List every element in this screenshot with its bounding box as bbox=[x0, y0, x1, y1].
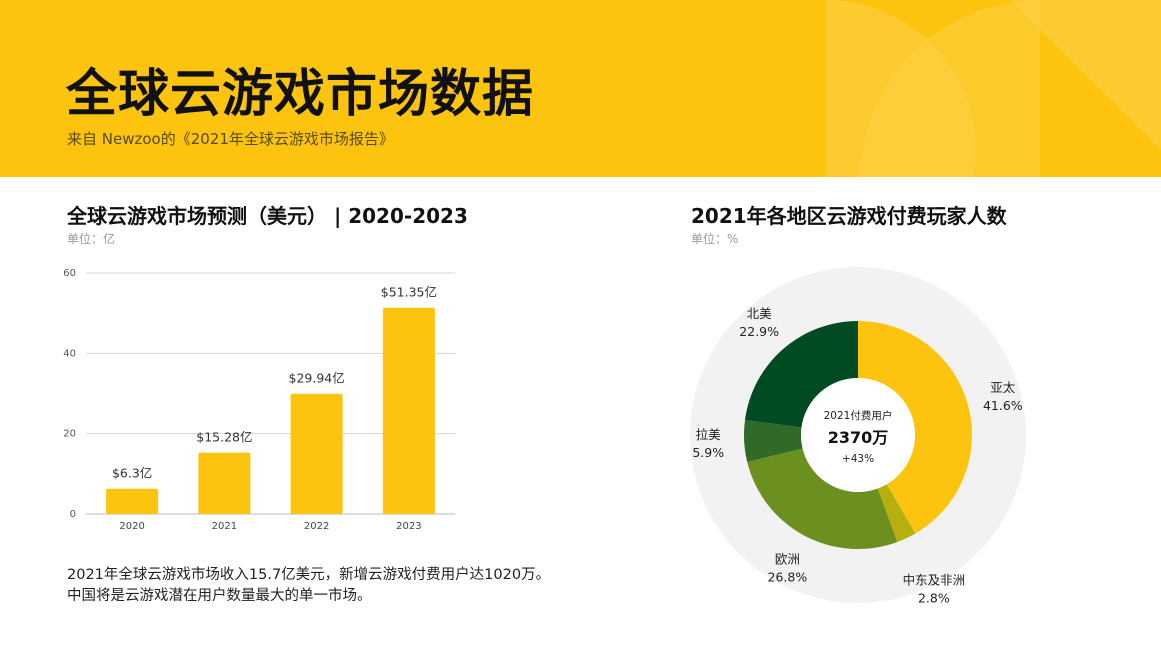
donut-center-value: 2370万 bbox=[828, 428, 889, 447]
y-tick-label: 0 bbox=[70, 509, 76, 520]
slice-value-label: 22.9% bbox=[739, 324, 779, 339]
donut-center-label: 2021付费用户 bbox=[824, 409, 893, 422]
slice-name-label: 中东及非洲 bbox=[903, 573, 966, 588]
caption-line-2: 中国将是云游戏潜在用户数量最大的单一市场。 bbox=[67, 588, 372, 604]
donut-slice bbox=[744, 321, 858, 428]
deco-half-circle bbox=[826, 0, 976, 177]
deco-quarter-circle bbox=[860, 0, 1040, 177]
decorative-shapes bbox=[826, 0, 1161, 177]
page-subtitle: 来自 Newzoo的《2021年全球云游戏市场报告》 bbox=[67, 130, 394, 148]
slice-value-label: 41.6% bbox=[983, 398, 1023, 413]
donut-slice bbox=[877, 484, 916, 543]
slice-name-label: 亚太 bbox=[990, 380, 1016, 395]
slice-value-label: 26.8% bbox=[768, 569, 808, 584]
donut-chart-title: 2021年各地区云游戏付费玩家人数 bbox=[691, 204, 1007, 228]
slice-name-label: 北美 bbox=[747, 306, 772, 321]
caption-line-1: 2021年全球云游戏市场收入15.7亿美元，新增云游戏付费用户达1020万。 bbox=[67, 567, 551, 583]
bar-data-label: $6.3亿 bbox=[112, 466, 152, 481]
x-tick-label: 2023 bbox=[396, 521, 421, 532]
x-tick-label: 2020 bbox=[119, 521, 144, 532]
bar-chart: 0 20 40 60 $6.3亿 2020 $15.28亿 2021 $29.94亿 2022 $5… bbox=[63, 268, 455, 532]
slice-value-label: 2.8% bbox=[918, 591, 950, 606]
y-tick-label: 20 bbox=[63, 429, 76, 440]
donut-slice bbox=[744, 420, 803, 462]
donut-chart-unit: 单位：% bbox=[691, 232, 739, 246]
bar-chart-unit: 单位：亿 bbox=[67, 232, 116, 246]
deco-diagonal bbox=[1010, 0, 1161, 150]
bar-chart-title: 全球云游戏市场预测（美元） | 2020-2023 bbox=[67, 204, 468, 228]
bar bbox=[382, 307, 435, 514]
y-tick-label: 40 bbox=[63, 348, 76, 359]
header-banner: 全球云游戏市场数据 来自 Newzoo的《2021年全球云游戏市场报告》 bbox=[0, 0, 1161, 177]
bar-data-label: $51.35亿 bbox=[381, 285, 437, 300]
y-tick-label: 60 bbox=[63, 268, 76, 279]
bar bbox=[198, 452, 251, 514]
donut-hole bbox=[801, 378, 915, 492]
slice-name-label: 拉美 bbox=[696, 427, 721, 442]
donut-slice bbox=[858, 321, 973, 534]
slice-name-label: 欧洲 bbox=[775, 551, 800, 566]
page-title: 全球云游戏市场数据 bbox=[66, 65, 535, 124]
summary-caption: 2021年全球云游戏市场收入15.7亿美元，新增云游戏付费用户达1020万。 中… bbox=[67, 565, 550, 607]
slice-value-label: 5.9% bbox=[692, 445, 724, 460]
x-tick-label: 2021 bbox=[212, 521, 237, 532]
donut-slice bbox=[747, 448, 898, 549]
donut-chart: 亚太 41.6% 中东及非洲 2.8% 欧洲 26.8% 拉美 5.9% 北美 22.9% 2021… bbox=[690, 267, 1026, 606]
bar bbox=[290, 393, 343, 514]
bar bbox=[106, 488, 159, 514]
bar-data-label: $15.28亿 bbox=[196, 430, 252, 445]
donut-center-change: +43% bbox=[842, 453, 874, 465]
bar-data-label: $29.94亿 bbox=[289, 371, 345, 386]
x-tick-label: 2022 bbox=[304, 521, 329, 532]
